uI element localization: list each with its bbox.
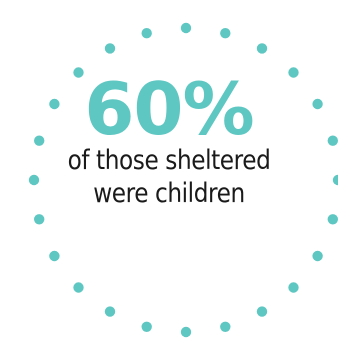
- ring-dot: [288, 282, 299, 293]
- stat-block: 60% of those sheltered were children: [0, 70, 338, 210]
- ring-dot: [327, 135, 338, 146]
- ring-dot: [104, 306, 116, 317]
- ring-dot: [180, 326, 192, 338]
- ring-dot: [141, 321, 152, 332]
- ring-dot: [141, 28, 152, 39]
- caption-line-1: of those sheltered: [67, 145, 271, 176]
- ring-dot: [332, 174, 338, 186]
- ring-dot: [327, 214, 338, 225]
- ring-dot: [312, 98, 323, 110]
- caption-line-2: were children: [93, 178, 245, 209]
- ring-dot: [34, 135, 45, 146]
- percentage-stat: 60%: [84, 67, 254, 151]
- ring-dot: [73, 282, 84, 293]
- ring-dot: [220, 28, 231, 39]
- ring-dot: [288, 67, 299, 78]
- ring-dot: [180, 22, 192, 34]
- ring-dot: [256, 306, 268, 317]
- ring-dot: [312, 250, 323, 262]
- ring-dot: [34, 214, 45, 225]
- ring-dot: [104, 43, 116, 54]
- ring-dot: [220, 321, 231, 332]
- ring-dot: [49, 98, 60, 110]
- ring-dot: [256, 43, 268, 54]
- ring-dot: [73, 67, 84, 78]
- ring-dot: [28, 174, 40, 186]
- ring-dot: [49, 250, 60, 262]
